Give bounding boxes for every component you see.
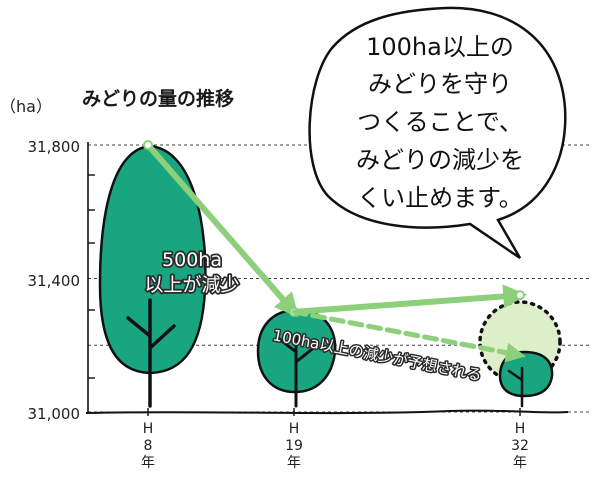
x-tick-era: H xyxy=(143,421,154,437)
bubble-line-4: みどりの減少を xyxy=(356,146,524,174)
bubble-line-2: みどりを守り xyxy=(368,70,512,98)
unit-label: （ha） xyxy=(0,97,52,116)
x-tick-number: 8 xyxy=(144,438,153,454)
series-2-segment xyxy=(291,309,526,363)
x-tick-suffix: 年 xyxy=(141,455,155,471)
y-tick-label: 31,400 xyxy=(28,272,81,290)
x-tick-number: 19 xyxy=(285,438,303,454)
bubble-line-5: くい止めます。 xyxy=(357,184,523,212)
bubble-line-1: 100ha以上の xyxy=(366,33,514,61)
tree-h32 xyxy=(498,350,554,408)
x-tick-suffix: 年 xyxy=(513,455,527,471)
data-point xyxy=(515,290,525,301)
series-1-segment xyxy=(145,142,299,318)
decrease-500-line1: 500ha xyxy=(162,249,222,271)
tree-h8 xyxy=(98,144,207,408)
chart-title: みどりの量の推移 xyxy=(82,87,234,110)
x-tick-suffix: 年 xyxy=(287,455,301,471)
decrease-500-line2: 以上が減少 xyxy=(144,274,239,296)
x-tick-era: H xyxy=(515,421,526,437)
series-1-segment xyxy=(291,284,528,315)
data-point xyxy=(143,140,153,150)
series-marks xyxy=(143,140,528,363)
x-tick-era: H xyxy=(289,421,300,437)
ground-line xyxy=(85,409,569,415)
y-tick-label: 31,800 xyxy=(28,138,81,156)
y-axis-minor-ticks xyxy=(88,174,95,379)
speech-bubble xyxy=(308,6,567,260)
x-axis-ticks xyxy=(147,408,521,416)
y-tick-label: 31,000 xyxy=(28,405,81,423)
bubble-line-3: つくることで、 xyxy=(357,108,523,136)
tree-h19 xyxy=(256,308,337,408)
x-tick-number: 32 xyxy=(511,438,529,454)
